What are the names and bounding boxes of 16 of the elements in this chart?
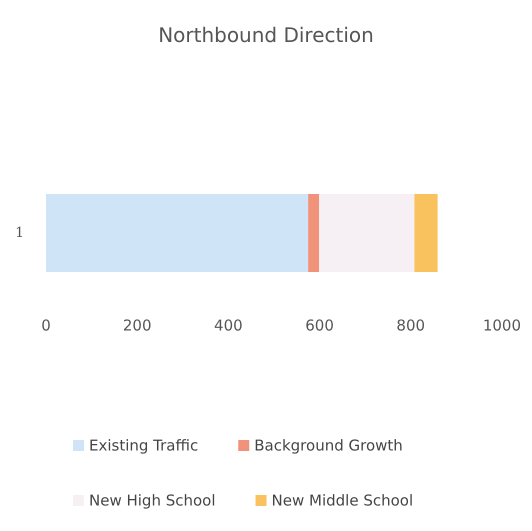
bar: [46, 194, 308, 272]
x-tick-label: 1000: [482, 316, 522, 334]
x-tick-label: 600: [305, 316, 334, 334]
bar: [414, 194, 438, 272]
legend-label: Existing Traffic: [89, 436, 198, 454]
legend-label: New High School: [89, 492, 216, 510]
legend-label: Background Growth: [254, 436, 403, 454]
bar: [308, 194, 320, 272]
y-tick-label: 1: [15, 225, 24, 241]
chart-title: Northbound Direction: [158, 23, 374, 47]
x-tick-label: 400: [214, 316, 243, 334]
x-tick-label: 200: [122, 316, 152, 334]
x-tick-label: 0: [41, 316, 51, 334]
bar: [319, 194, 414, 272]
x-tick-label: 800: [396, 316, 426, 334]
legend-label: New Middle School: [272, 492, 414, 510]
